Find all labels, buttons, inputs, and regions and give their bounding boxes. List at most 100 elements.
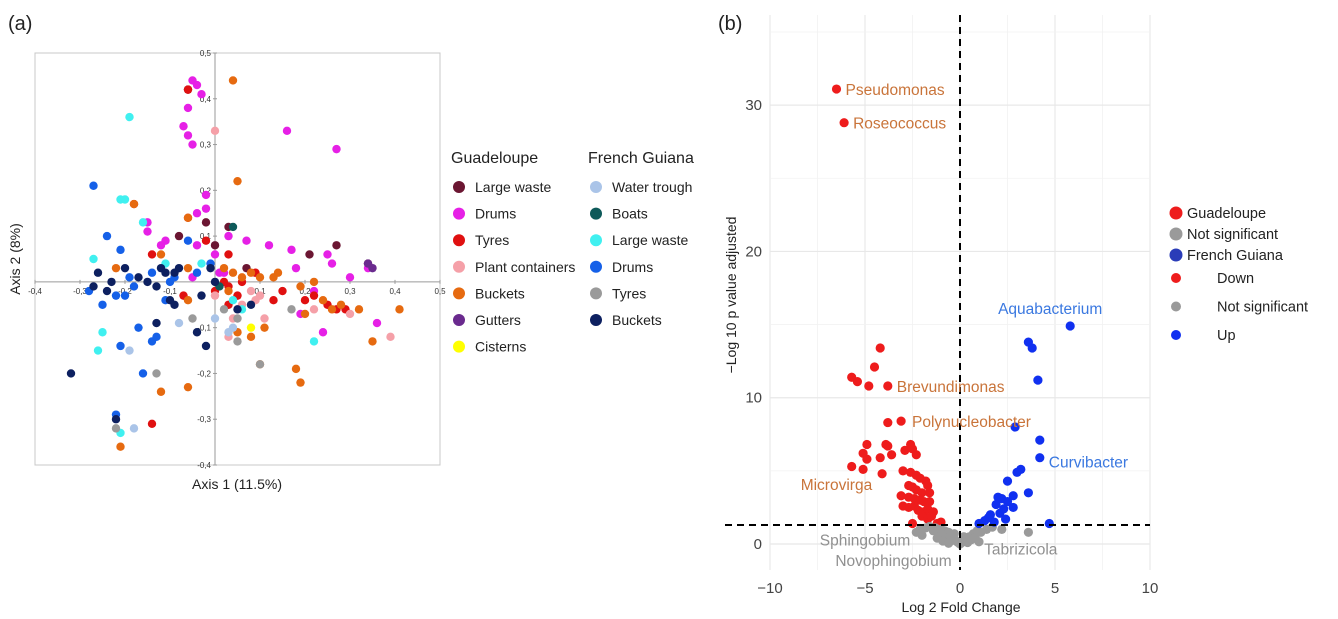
volcano-point-down: [839, 118, 849, 128]
pca-point: [345, 273, 355, 282]
pca-legend-label: Gutters: [475, 312, 521, 328]
pca-point: [197, 259, 206, 268]
volcano-legend: Guadeloupe Not significant French Guiana Do…: [1169, 206, 1308, 344]
pca-point: [246, 323, 256, 332]
pca-point: [201, 341, 211, 351]
pca-legend-label: Plant containers: [475, 259, 575, 275]
pca-point: [291, 364, 301, 374]
pca-x-tick-label: -0,2: [118, 287, 132, 296]
pca-point: [224, 286, 233, 296]
pca-legend-label: Large waste: [612, 232, 688, 248]
pca-legend-swatch: [590, 234, 602, 247]
pca-point: [219, 305, 229, 314]
pca-x-tick-label: 0,2: [299, 287, 311, 296]
pca-point: [242, 236, 251, 245]
pca-point: [188, 140, 197, 149]
pca-point: [318, 296, 328, 305]
pca-point: [233, 314, 242, 323]
pca-point: [89, 254, 98, 264]
pca-point: [309, 337, 319, 346]
pca-x-tick-label: -0,4: [28, 287, 42, 296]
pca-legend-swatch: [590, 287, 602, 300]
volcano-legend-label: Not significant: [1187, 227, 1278, 243]
pca-x-tick-label: 0,5: [434, 287, 446, 296]
volcano-panel: (b) −10 −5 0 5 10 0 10 20 30 Pseudomonas Roseococ…: [718, 13, 1308, 615]
pca-legend-label: Buckets: [475, 285, 525, 301]
volcano-x-axis-title: Log 2 Fold Change: [901, 599, 1020, 615]
volcano-annotation: Pseudomonas: [846, 82, 945, 99]
pca-legend-swatch: [453, 340, 465, 353]
pca-point: [269, 273, 278, 282]
pca-point: [233, 176, 242, 186]
pca-point: [156, 250, 166, 259]
pca-point: [264, 241, 274, 250]
volcano-point-down: [925, 488, 935, 498]
pca-point: [260, 323, 269, 332]
pca-point: [179, 122, 188, 131]
pca-legend-swatch: [453, 181, 465, 193]
pca-point: [228, 222, 238, 232]
volcano-point-up: [1008, 491, 1018, 501]
pca-point: [368, 263, 377, 273]
panel-label-b: (b): [718, 13, 742, 35]
pca-point: [89, 282, 98, 291]
pca-point: [327, 259, 337, 268]
pca-x-tick-label: 0,4: [389, 287, 401, 296]
volcano-legend-swatch: [1171, 301, 1181, 312]
pca-y-axis-title: Axis 2 (8%): [7, 223, 23, 295]
volcano-point-down: [883, 441, 893, 451]
pca-point: [246, 286, 256, 296]
pca-legend-swatch: [590, 207, 602, 220]
volcano-x-tick-label: −5: [856, 580, 873, 597]
pca-point: [300, 309, 310, 319]
volcano-point-not-significant: [997, 524, 1007, 534]
pca-point: [111, 424, 121, 433]
pca-point: [134, 323, 143, 332]
pca-point: [224, 328, 233, 337]
pca-point: [165, 277, 175, 287]
pca-point: [309, 291, 319, 300]
volcano-point-not-significant: [949, 529, 959, 539]
pca-point: [192, 241, 202, 250]
pca-point: [116, 341, 125, 351]
pca-point: [210, 241, 220, 250]
pca-y-tick-label: 0,5: [200, 49, 212, 58]
volcano-point-up: [1010, 422, 1020, 432]
pca-point: [111, 263, 121, 273]
pca-point: [228, 296, 238, 305]
volcano-point-up: [1044, 518, 1054, 529]
volcano-point-down: [883, 381, 893, 391]
pca-point: [246, 268, 256, 277]
pca-point: [192, 268, 202, 277]
volcano-annotation: Roseococcus: [853, 116, 946, 133]
volcano-legend-swatch: [1171, 273, 1181, 283]
pca-y-tick-label: 0,3: [200, 141, 212, 150]
pca-point: [197, 291, 206, 300]
volcano-point-up: [1002, 476, 1013, 486]
pca-point: [255, 273, 265, 282]
volcano-x-tick-label: 5: [1051, 580, 1059, 597]
pca-point: [147, 419, 157, 428]
pca-point: [336, 300, 346, 309]
volcano-x-tick-label: 10: [1142, 580, 1159, 597]
pca-legend-swatch: [453, 207, 465, 220]
pca-point: [111, 291, 121, 300]
pca-legend-label: Buckets: [612, 312, 662, 328]
pca-point: [129, 424, 139, 433]
volcano-y-tick-label: 10: [745, 390, 762, 407]
volcano-point-up: [1033, 375, 1043, 385]
pca-point: [120, 263, 130, 273]
panel-label-a: (a): [8, 13, 32, 35]
pca-point: [183, 131, 193, 140]
pca-point: [282, 126, 292, 136]
pca-plot-frame: [34, 52, 441, 466]
volcano-point-down: [887, 450, 897, 460]
pca-point: [93, 268, 103, 277]
volcano-point-not-significant: [1023, 527, 1033, 537]
pca-point: [102, 286, 112, 296]
volcano-point-down: [847, 461, 857, 472]
volcano-point-up: [1023, 488, 1033, 498]
pca-point: [278, 286, 287, 296]
volcano-point-down: [911, 450, 921, 460]
volcano-point-not-significant: [917, 530, 927, 540]
